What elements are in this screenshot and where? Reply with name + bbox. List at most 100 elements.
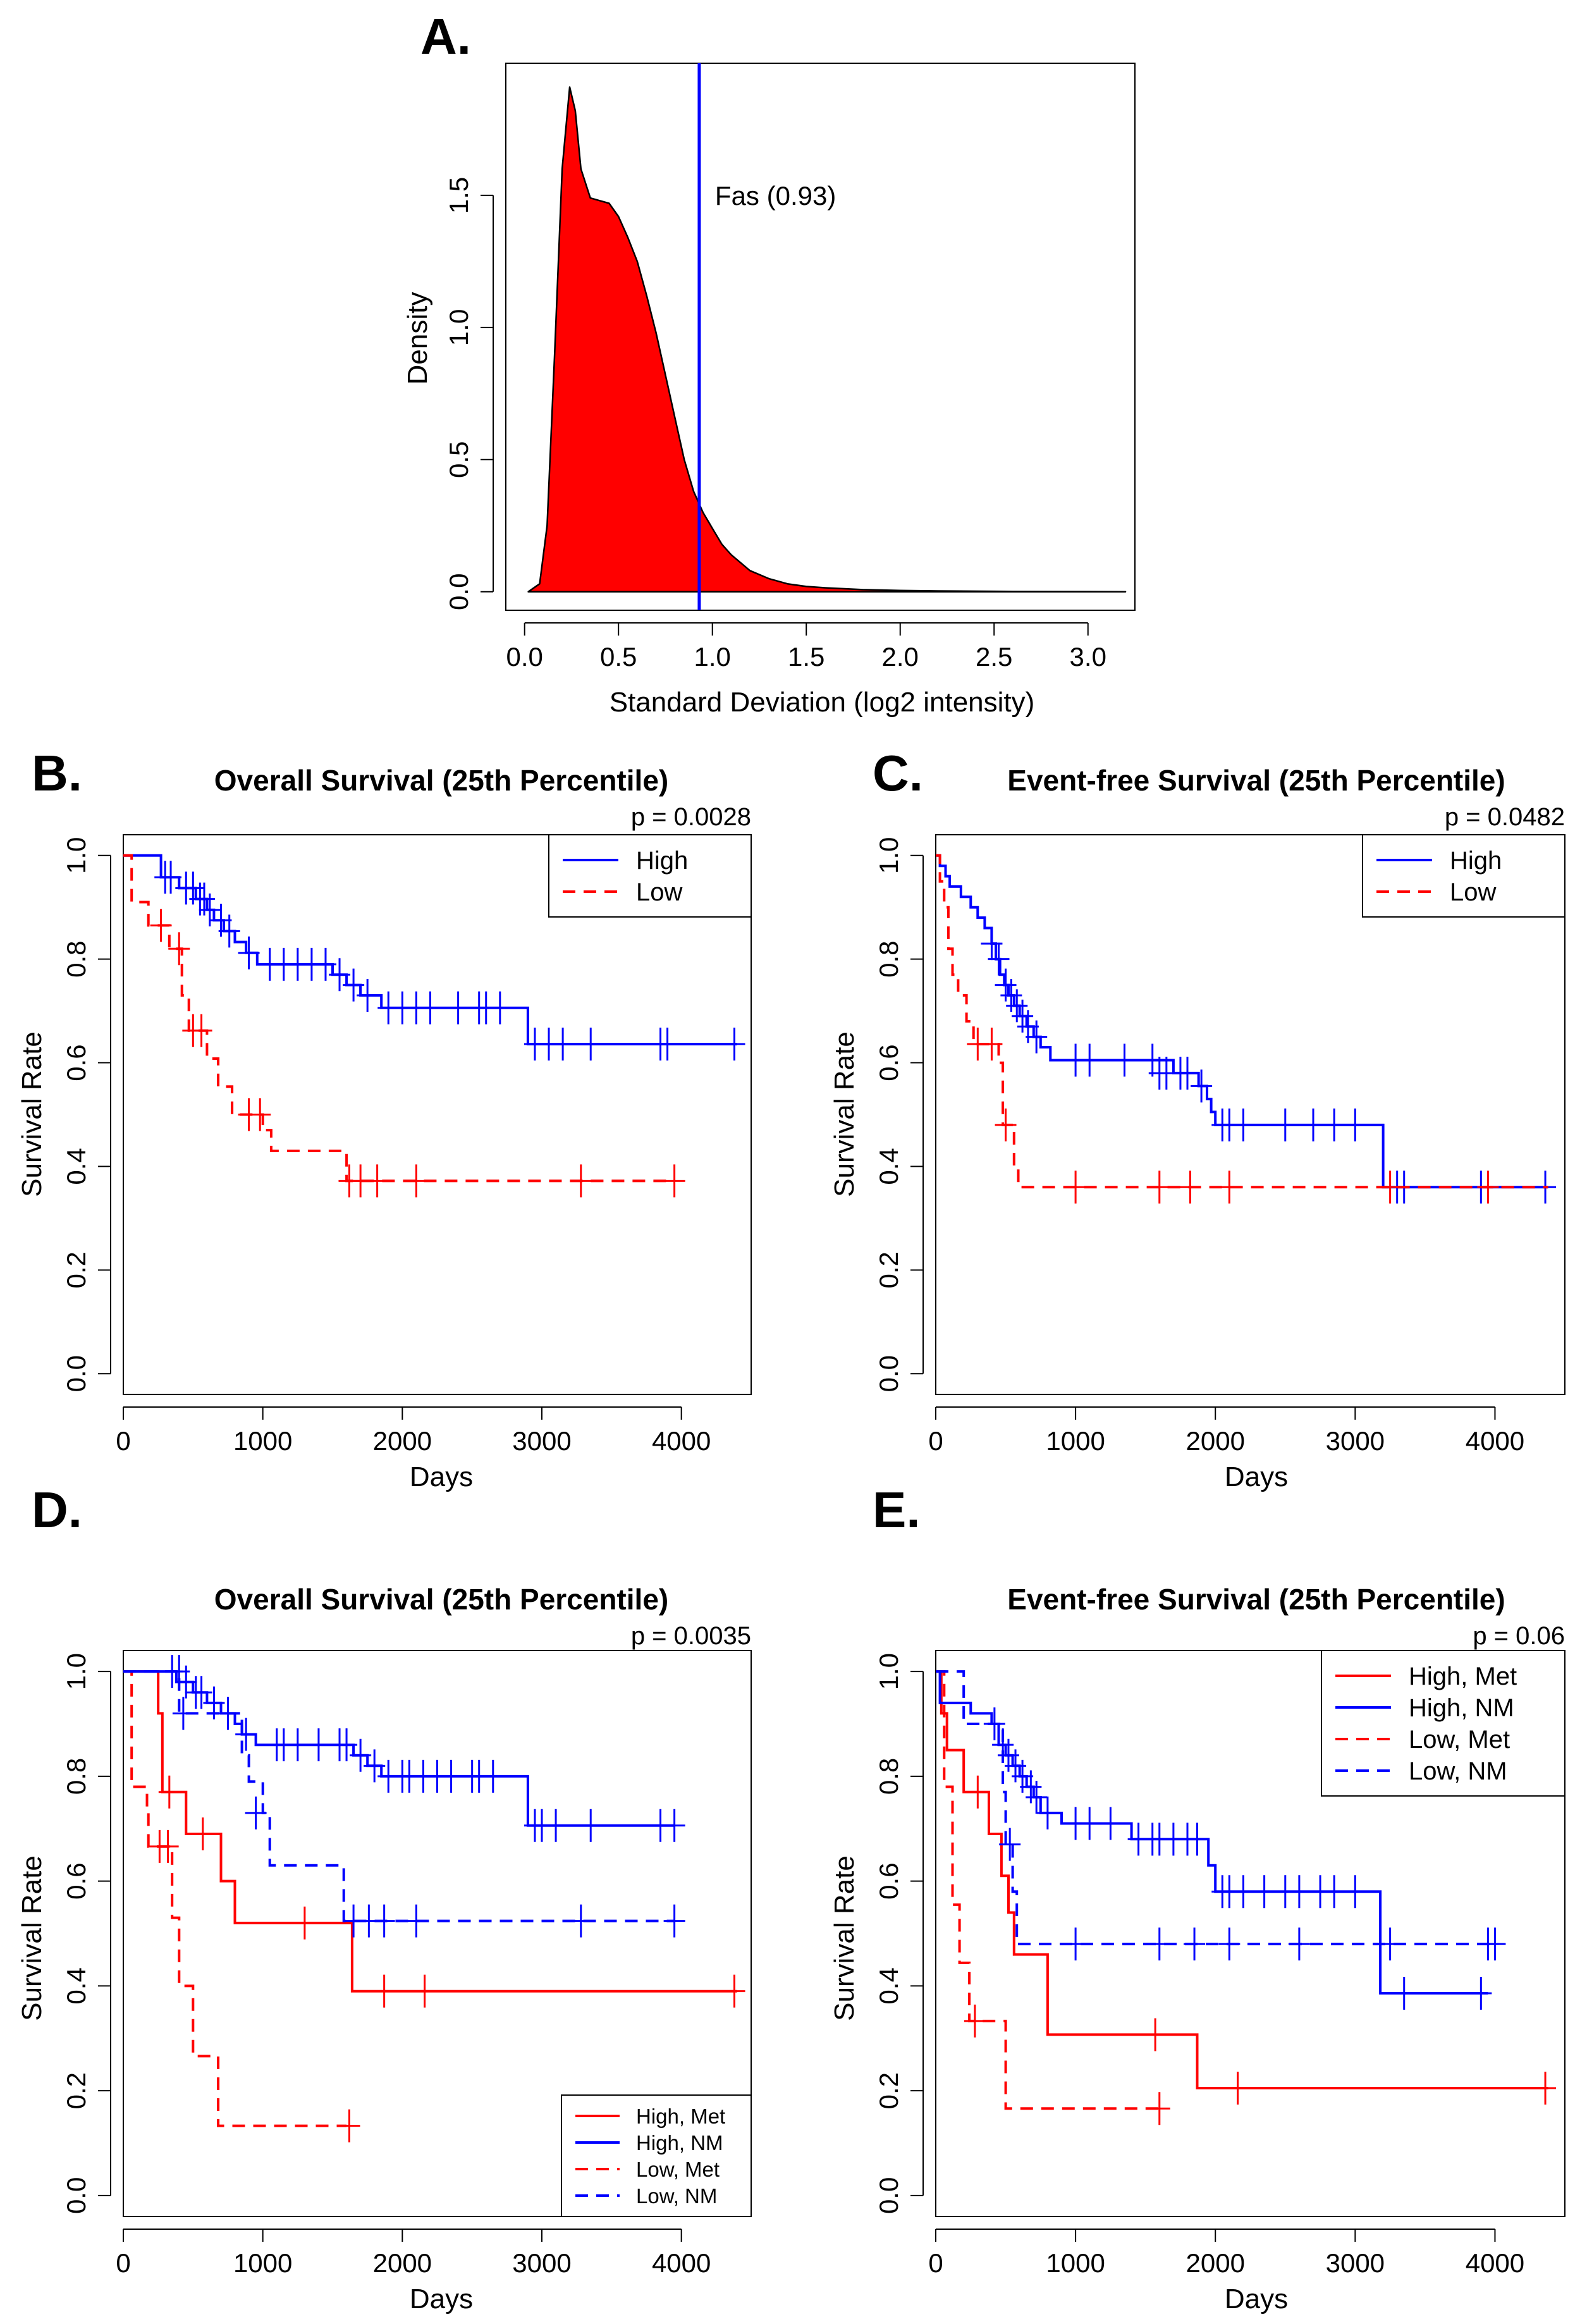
- censor-mark-high-met: [293, 1906, 316, 1940]
- panel-b-y-tick-label: 0.2: [61, 1251, 91, 1288]
- panel-d-x-tick-label: 3000: [512, 2248, 571, 2278]
- panel-d-plot-frame: [123, 1650, 752, 2217]
- panel-e-x-tick-label: 3000: [1326, 2248, 1385, 2278]
- panel-b-y-tick-label: 0.0: [61, 1355, 91, 1392]
- censor-mark-high-met: [1227, 2071, 1249, 2105]
- legend-label-high: High: [636, 847, 688, 875]
- legend-label-high-met: High, Met: [1409, 1663, 1517, 1690]
- panel-a-x-tick-label: 2.5: [976, 642, 1012, 672]
- legend-label-high-met: High, Met: [636, 2105, 725, 2128]
- panel-c-x-tick-label: 3000: [1326, 1426, 1385, 1456]
- censor-mark-high-met: [723, 1974, 745, 2008]
- panel-d-y-tick-label: 0.0: [61, 2177, 91, 2214]
- censor-mark-high: [343, 968, 365, 1002]
- censor-mark-high-met: [1535, 2071, 1557, 2105]
- censor-mark-low-nm: [1065, 1927, 1087, 1961]
- panel-c-x-tick-label: 0: [928, 1426, 943, 1456]
- panel-b-x-tick-label: 1000: [233, 1426, 292, 1456]
- panel-e-p-value: p = 0.06: [1473, 1622, 1565, 1650]
- censor-mark-low-nm: [999, 1828, 1021, 1861]
- censor-mark-high-nm: [190, 1676, 212, 1709]
- censor-mark-low-met: [1148, 2092, 1170, 2125]
- censor-mark-low-nm: [172, 1697, 194, 1730]
- censor-mark-low: [1148, 1171, 1170, 1204]
- panel-c-x-tick-label: 1000: [1046, 1426, 1105, 1456]
- panel-a-x-tick-label: 3.0: [1070, 642, 1106, 672]
- censor-mark-high-nm: [1186, 1823, 1208, 1856]
- censor-mark-high: [218, 914, 240, 948]
- censor-mark-low: [150, 909, 172, 942]
- censor-mark-high-nm: [286, 1728, 309, 1762]
- panel-b-legend: High Low: [548, 834, 752, 918]
- panel-c-title: Event-free Survival (25th Percentile): [1007, 764, 1505, 797]
- censor-mark-high: [552, 1028, 574, 1061]
- censor-mark-low: [1379, 1171, 1401, 1204]
- censor-mark-high-nm: [1288, 1875, 1310, 1909]
- panel-d-x-tick-label: 4000: [652, 2248, 711, 2278]
- censor-mark-high: [1113, 1043, 1136, 1077]
- series-line-low-met: [936, 1670, 1163, 2110]
- panel-d-y-axis-label: Survival Rate: [16, 1855, 47, 2021]
- panel-e-x-tick-label: 0: [928, 2248, 943, 2278]
- panel-b-y-tick-label: 0.6: [61, 1044, 91, 1081]
- censor-mark-high-nm: [1344, 1875, 1366, 1909]
- censor-mark-low: [168, 932, 190, 966]
- censor-mark-low-nm: [1288, 1927, 1310, 1961]
- censor-mark-high: [419, 991, 441, 1024]
- legend-label-high-nm: High, NM: [636, 2131, 723, 2155]
- censor-mark-high: [988, 942, 1010, 976]
- panel-a-y-tick-label: 0.0: [444, 574, 474, 610]
- censor-mark-high-met: [373, 1974, 395, 2008]
- censor-mark-high-nm: [1079, 1807, 1101, 1840]
- panel-d-y-tick-label: 0.8: [61, 1758, 91, 1795]
- panel-a-x-tick-label: 1.5: [788, 642, 824, 672]
- censor-mark-high-nm: [307, 1728, 329, 1762]
- panel-d-y-tick-label: 1.0: [61, 1653, 91, 1690]
- censor-mark-high: [580, 1028, 602, 1061]
- censor-mark-high: [314, 947, 336, 981]
- panel-b-legend-box: [548, 834, 752, 918]
- panel-letter-a: A.: [420, 8, 471, 65]
- panel-e-legend: High, Met High, NM Low, Met Low, NM: [1321, 1650, 1566, 1797]
- censor-mark-high-met: [158, 1775, 180, 1809]
- series-line-low-nm: [936, 1670, 1495, 1946]
- panel-e-y-tick-label: 0.8: [874, 1758, 904, 1795]
- panel-d-p-value: p = 0.0035: [631, 1622, 751, 1650]
- censor-mark-low: [981, 1028, 1003, 1061]
- censor-mark-high-nm: [545, 1809, 567, 1842]
- panel-a-y-axis-label: Density: [402, 292, 433, 385]
- censor-mark-low: [1065, 1171, 1087, 1204]
- panel-d-title: Overall Survival (25th Percentile): [214, 1583, 668, 1616]
- censor-mark-low-nm: [245, 1796, 267, 1829]
- censor-mark-low-nm: [373, 1904, 395, 1938]
- panel-c-y-tick-label: 0.0: [874, 1355, 904, 1392]
- censor-mark-high-nm: [663, 1809, 685, 1842]
- censor-mark-high: [199, 893, 221, 926]
- panel-c-x-tick-label: 2000: [1186, 1426, 1245, 1456]
- panel-e-y-axis-label: Survival Rate: [829, 1855, 860, 2021]
- legend-label-low-nm: Low, NM: [636, 2184, 717, 2208]
- panel-a-y-tick-label: 1.5: [444, 177, 474, 214]
- censor-mark-high: [1177, 1056, 1198, 1090]
- panel-b-y-axis-label: Survival Rate: [16, 1031, 47, 1197]
- panel-c-p-value: p = 0.0482: [1445, 803, 1565, 831]
- censor-mark-high: [447, 991, 469, 1024]
- censor-mark-high-nm: [580, 1809, 602, 1842]
- panel-d-y-tick-label: 0.6: [61, 1862, 91, 1899]
- panel-c-y-tick-label: 0.2: [874, 1251, 904, 1288]
- censor-mark-low: [570, 1164, 592, 1198]
- censor-mark-high: [1232, 1108, 1254, 1141]
- censor-mark-low-nm: [405, 1904, 427, 1938]
- panel-letter-c: C.: [873, 745, 923, 801]
- panel-e-plot-frame: [935, 1650, 1566, 2217]
- panel-d-x-tick-label: 1000: [233, 2248, 292, 2278]
- censor-mark-low-nm: [1218, 1927, 1241, 1961]
- panel-c-x-tick-label: 4000: [1466, 1426, 1524, 1456]
- censor-mark-high: [723, 1028, 745, 1061]
- fas-annotation-label: Fas (0.93): [715, 181, 836, 211]
- panel-e-y-tick-label: 0.2: [874, 2072, 904, 2109]
- panel-c-legend-box: [1362, 834, 1566, 918]
- panel-a-density: A. Standard Deviation (log2 intensity) D…: [402, 8, 1136, 718]
- panel-a-x-tick-label: 0.0: [506, 642, 543, 672]
- series-line-low: [123, 854, 675, 1183]
